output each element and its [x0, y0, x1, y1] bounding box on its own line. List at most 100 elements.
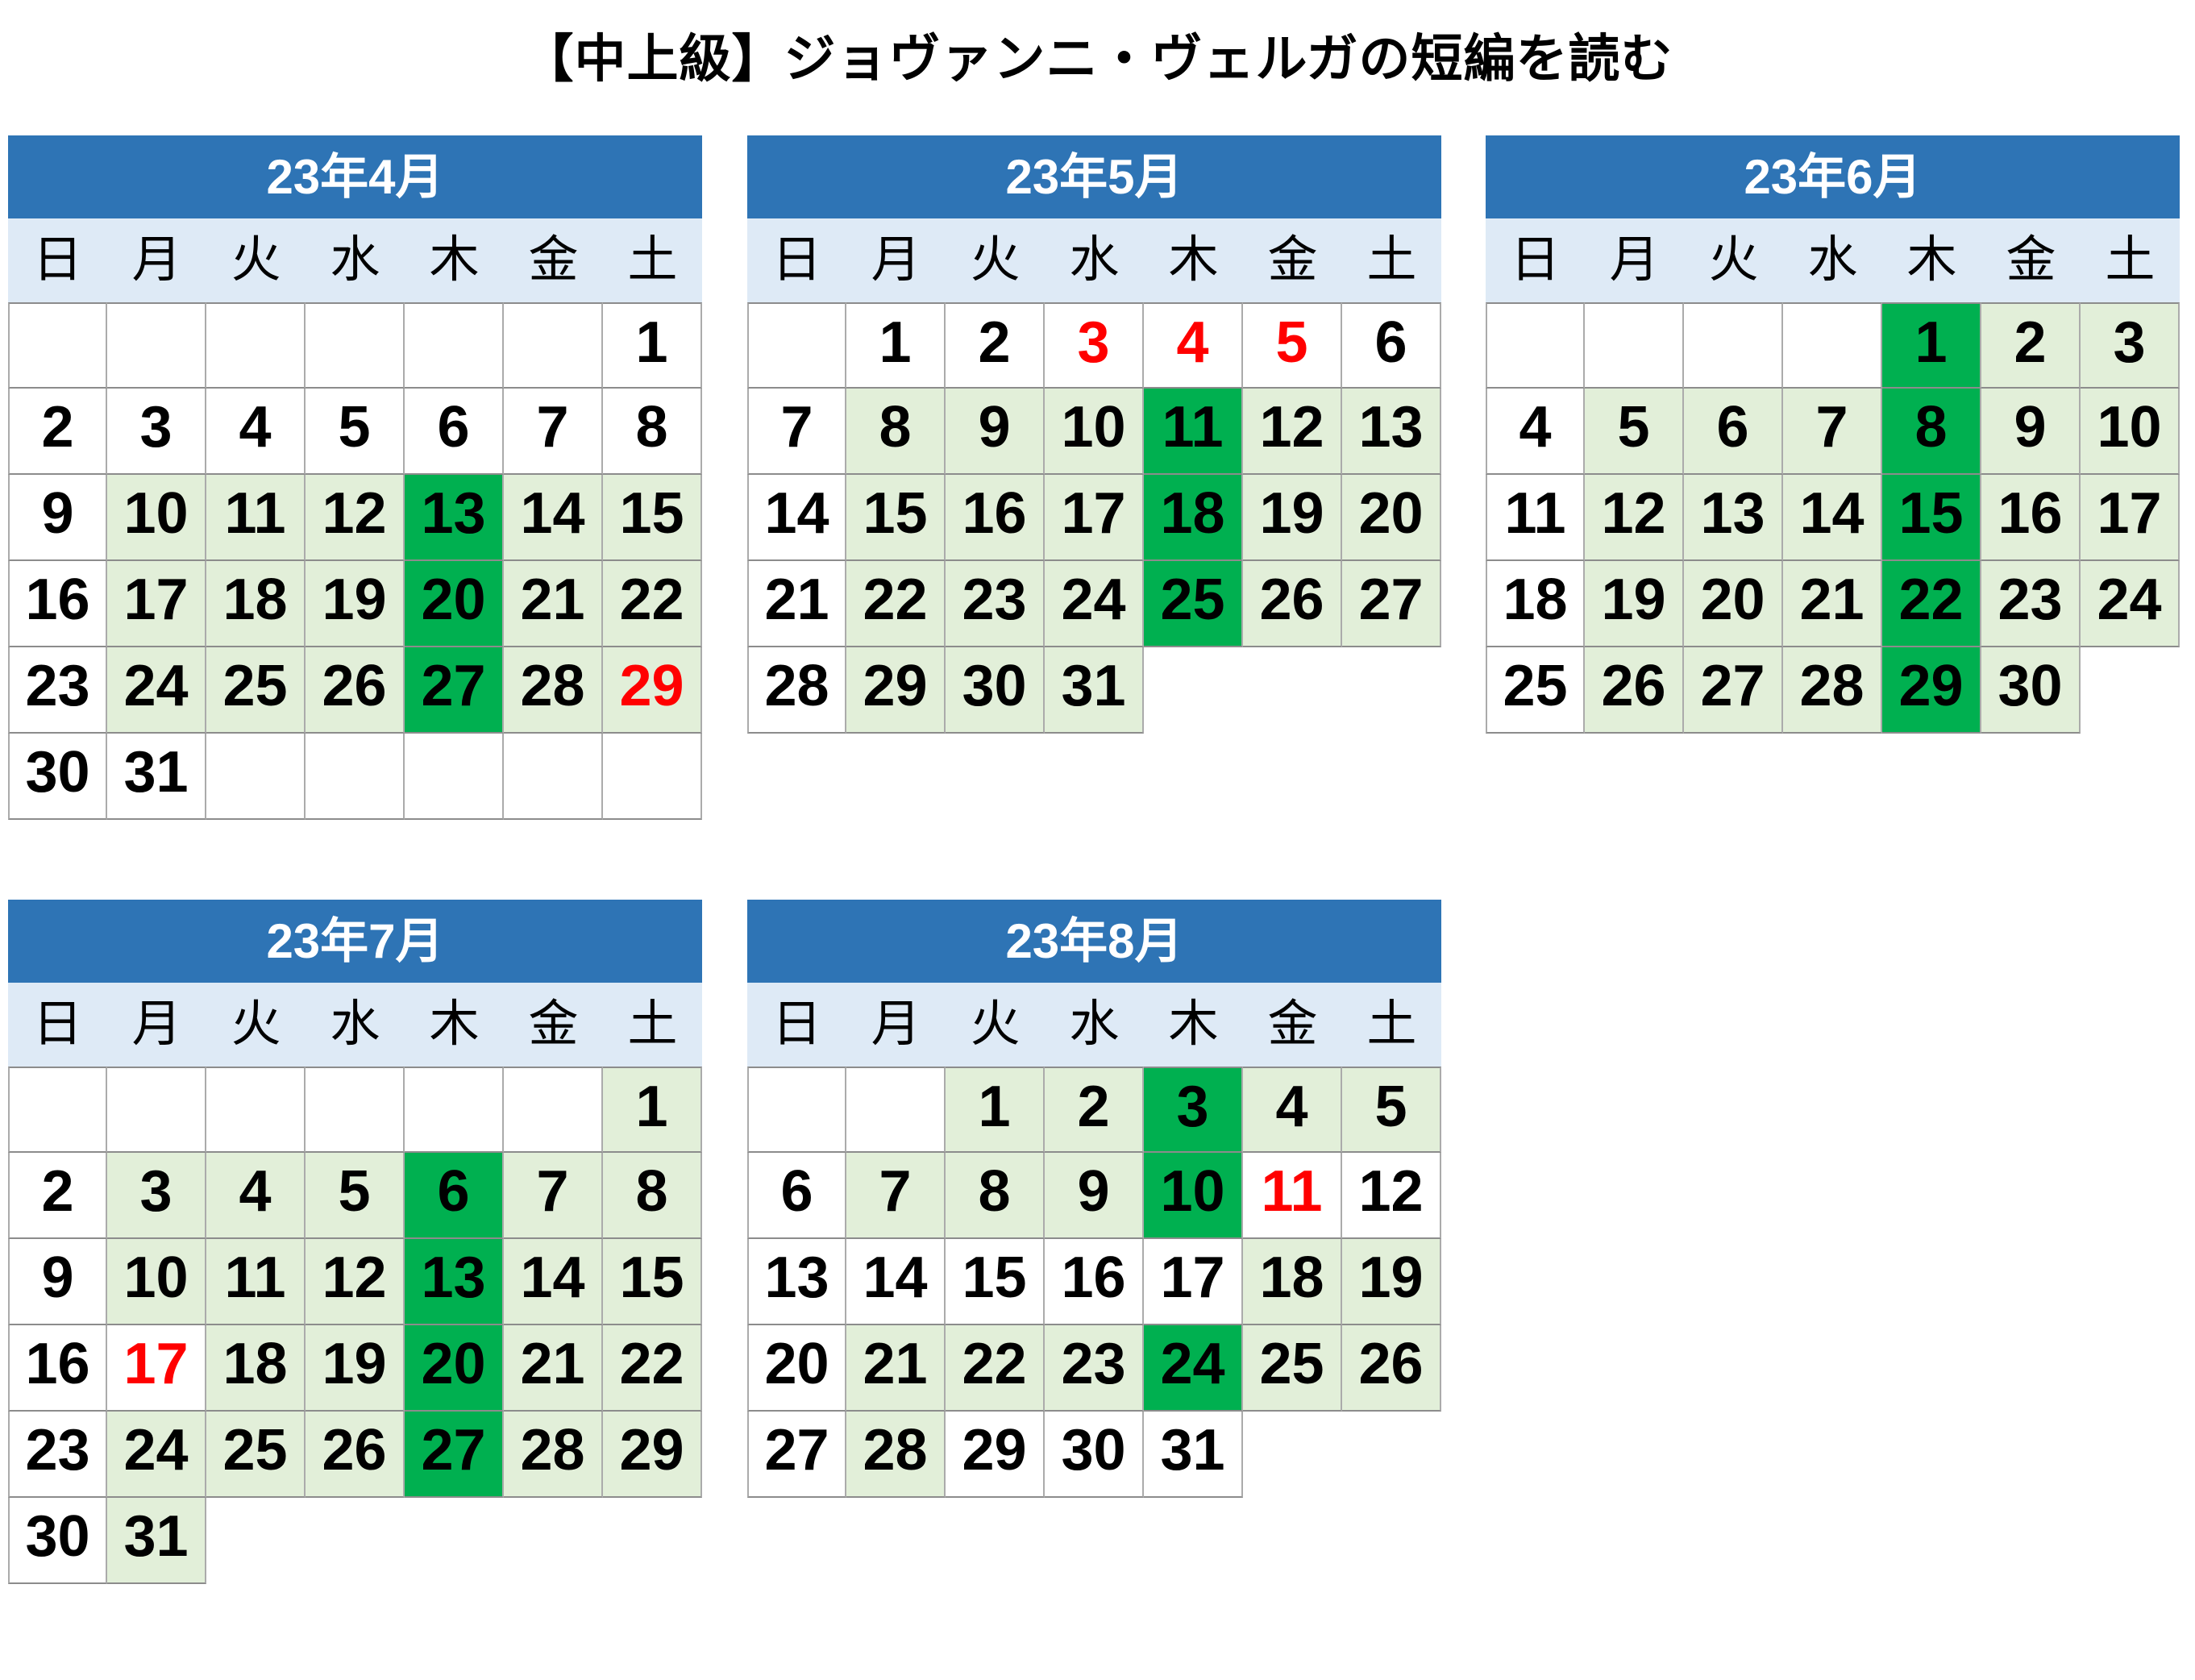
date-cell: 25 — [1144, 561, 1243, 647]
week-row: 25 26 27 28 29 30 — [1486, 647, 2180, 734]
week-row: 20 21 22 23 24 25 26 — [747, 1325, 1441, 1412]
weekday-header: 火 — [1708, 232, 1759, 288]
date-cell: 26 — [306, 1412, 405, 1498]
weekday-header: 土 — [2105, 232, 2156, 288]
weekday-header: 火 — [231, 996, 281, 1052]
weekday-header: 月 — [871, 996, 921, 1052]
date-cell: 27 — [1342, 561, 1441, 647]
date-cell: 29 — [603, 1412, 702, 1498]
week-row: 27 28 29 30 31 — [747, 1412, 1441, 1498]
date-cell: 1 — [603, 302, 702, 389]
date-cell: 16 — [1045, 1239, 1144, 1325]
weekday-header: 月 — [871, 232, 921, 288]
date-cell: 14 — [846, 1239, 946, 1325]
empty-cell — [504, 302, 603, 389]
date-cell: 26 — [306, 647, 405, 734]
weekday-header: 火 — [231, 232, 281, 288]
weekday-header: 日 — [1510, 232, 1561, 288]
month-calendar: 23年8月日月火水木金土 1 2 3 4 5 6 7 8 9 10 11 12 13 14 15 16 17 18 1… — [747, 900, 1441, 1498]
week-row: 16 17 18 19 20 21 22 — [8, 1325, 702, 1412]
weekday-header-row: 日月火水木金土 — [747, 218, 1441, 302]
date-cell: 29 — [603, 647, 702, 734]
date-cell: 16 — [946, 475, 1045, 561]
weekday-header: 月 — [1609, 232, 1660, 288]
date-cell: 25 — [1243, 1325, 1342, 1412]
date-cell: 11 — [206, 1239, 306, 1325]
date-cell: 5 — [306, 1153, 405, 1239]
date-cell: 20 — [747, 1325, 846, 1412]
weekday-header: 月 — [131, 996, 182, 1052]
date-cell: 4 — [206, 389, 306, 475]
date-cell: 12 — [1243, 389, 1342, 475]
date-cell: 5 — [306, 389, 405, 475]
date-cell: 14 — [504, 1239, 603, 1325]
date-cell: 7 — [1783, 389, 1882, 475]
date-cell: 17 — [107, 561, 206, 647]
weekday-header: 火 — [970, 996, 1021, 1052]
empty-cell — [747, 302, 846, 389]
week-row: 21 22 23 24 25 26 27 — [747, 561, 1441, 647]
weekday-header: 水 — [330, 996, 380, 1052]
weekday-header: 日 — [771, 996, 822, 1052]
week-row: 9 10 11 12 13 14 15 — [8, 1239, 702, 1325]
empty-cell — [1783, 302, 1882, 389]
date-cell: 30 — [1981, 647, 2081, 734]
date-cell: 7 — [504, 389, 603, 475]
month-title: 23年7月 — [8, 900, 702, 983]
date-cell: 20 — [1342, 475, 1441, 561]
weekday-header: 日 — [32, 232, 83, 288]
week-row: 23 24 25 26 27 28 29 — [8, 647, 702, 734]
date-cell: 12 — [306, 1239, 405, 1325]
empty-cell — [306, 734, 405, 820]
date-cell: 28 — [1783, 647, 1882, 734]
date-cell: 18 — [1486, 561, 1585, 647]
date-cell: 10 — [1144, 1153, 1243, 1239]
date-cell: 23 — [1981, 561, 2081, 647]
date-cell: 8 — [603, 1153, 702, 1239]
date-cell: 20 — [1684, 561, 1783, 647]
date-cell: 8 — [946, 1153, 1045, 1239]
date-cell: 6 — [405, 1153, 504, 1239]
date-cell: 21 — [1783, 561, 1882, 647]
date-cell: 22 — [846, 561, 946, 647]
date-cell: 19 — [1342, 1239, 1441, 1325]
absent-cell — [206, 1498, 306, 1584]
week-row: 11 12 13 14 15 16 17 — [1486, 475, 2180, 561]
date-cell: 31 — [107, 1498, 206, 1584]
absent-cell — [603, 1498, 702, 1584]
weekday-header: 木 — [1168, 996, 1219, 1052]
date-cell: 21 — [504, 1325, 603, 1412]
weekday-header: 木 — [1906, 232, 1957, 288]
date-grid: 1 2 3 4 5 6 7 8 9 10 11 12 13 14 15 16 17 18 19 20 21 22 23 24 2… — [1486, 302, 2180, 734]
date-cell: 17 — [2081, 475, 2180, 561]
date-cell: 23 — [8, 1412, 107, 1498]
weekday-header-row: 日月火水木金土 — [1486, 218, 2180, 302]
date-cell: 14 — [1783, 475, 1882, 561]
month-calendar: 23年5月日月火水木金土 1 2 3 4 5 6 7 8 9 10 11 12 13 14 15 16 17 18 1… — [747, 135, 1441, 734]
date-grid: 1 2 3 4 5 6 7 8 9 10 11 12 13 14 15 16 17 18 19 20 21 22 23 24 2… — [747, 1067, 1441, 1498]
month-calendar: 23年4月日月火水木金土 1 2 3 4 5 6 7 8 9 10 11 12 13 14 15 16 17 18 1… — [8, 135, 702, 820]
date-cell: 1 — [603, 1067, 702, 1153]
absent-cell — [1243, 647, 1342, 734]
week-row: 13 14 15 16 17 18 19 — [747, 1239, 1441, 1325]
date-cell: 28 — [846, 1412, 946, 1498]
date-cell: 2 — [1045, 1067, 1144, 1153]
date-cell: 2 — [1981, 302, 2081, 389]
empty-cell — [1486, 302, 1585, 389]
date-cell: 17 — [1144, 1239, 1243, 1325]
weekday-header: 水 — [1069, 996, 1120, 1052]
week-row: 7 8 9 10 11 12 13 — [747, 389, 1441, 475]
weekday-header: 木 — [429, 996, 480, 1052]
date-cell: 18 — [1144, 475, 1243, 561]
date-cell: 3 — [107, 1153, 206, 1239]
date-cell: 30 — [8, 734, 107, 820]
empty-cell — [405, 302, 504, 389]
empty-cell — [306, 302, 405, 389]
date-cell: 6 — [1684, 389, 1783, 475]
absent-cell — [405, 1498, 504, 1584]
date-cell: 25 — [206, 1412, 306, 1498]
date-cell: 19 — [1585, 561, 1684, 647]
date-cell: 17 — [107, 1325, 206, 1412]
date-cell: 12 — [1585, 475, 1684, 561]
empty-cell — [405, 1067, 504, 1153]
